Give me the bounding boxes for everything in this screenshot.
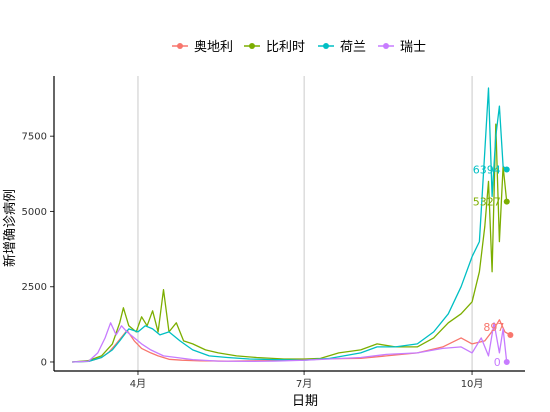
series-end-point-3 [503, 358, 510, 365]
y-tick-label: 2500 [22, 282, 47, 293]
y-tick-label: 0 [41, 357, 47, 368]
legend-key-point [323, 43, 329, 49]
legend-item-3: 瑞士 [378, 40, 426, 55]
axes: 4月 7月 10月 0 2500 5000 7500 [22, 76, 525, 390]
series-line-2 [72, 87, 508, 363]
series-line-1 [72, 123, 508, 363]
y-axis-title: 新增确诊病例 [2, 189, 18, 267]
series-end-point-2 [503, 166, 510, 173]
legend-label: 瑞士 [400, 40, 426, 55]
legend-label: 比利时 [266, 40, 305, 55]
legend-label: 奥地利 [194, 40, 233, 55]
x-tick-label: 4月 [130, 378, 146, 390]
legend-label: 荷兰 [340, 40, 366, 55]
series-end-point-1 [503, 198, 510, 205]
y-tick-label: 5000 [22, 207, 47, 218]
legend-item-1: 比利时 [244, 40, 305, 55]
legend-key-point [249, 43, 255, 49]
legend: 奥地利 比利时 荷兰 瑞士 [172, 40, 426, 55]
series-layer [72, 87, 514, 365]
series-end-label-0: 897 [483, 321, 504, 334]
legend-item-0: 奥地利 [172, 40, 233, 55]
series-end-label-2: 6394 [473, 163, 501, 176]
x-axis-title: 日期 [292, 394, 318, 409]
series-line-3 [72, 322, 508, 363]
end-labels: 897 5327 6394 0 [473, 163, 505, 368]
series-end-label-3: 0 [494, 356, 501, 369]
grid [137, 76, 473, 371]
series-end-label-1: 5327 [473, 196, 501, 209]
legend-key-point [383, 43, 389, 49]
series-end-point-0 [507, 331, 514, 338]
legend-item-2: 荷兰 [318, 40, 366, 55]
x-tick-label: 10月 [461, 378, 484, 390]
legend-key-point [177, 43, 183, 49]
y-tick-label: 7500 [22, 132, 47, 143]
x-tick-label: 7月 [296, 378, 312, 390]
